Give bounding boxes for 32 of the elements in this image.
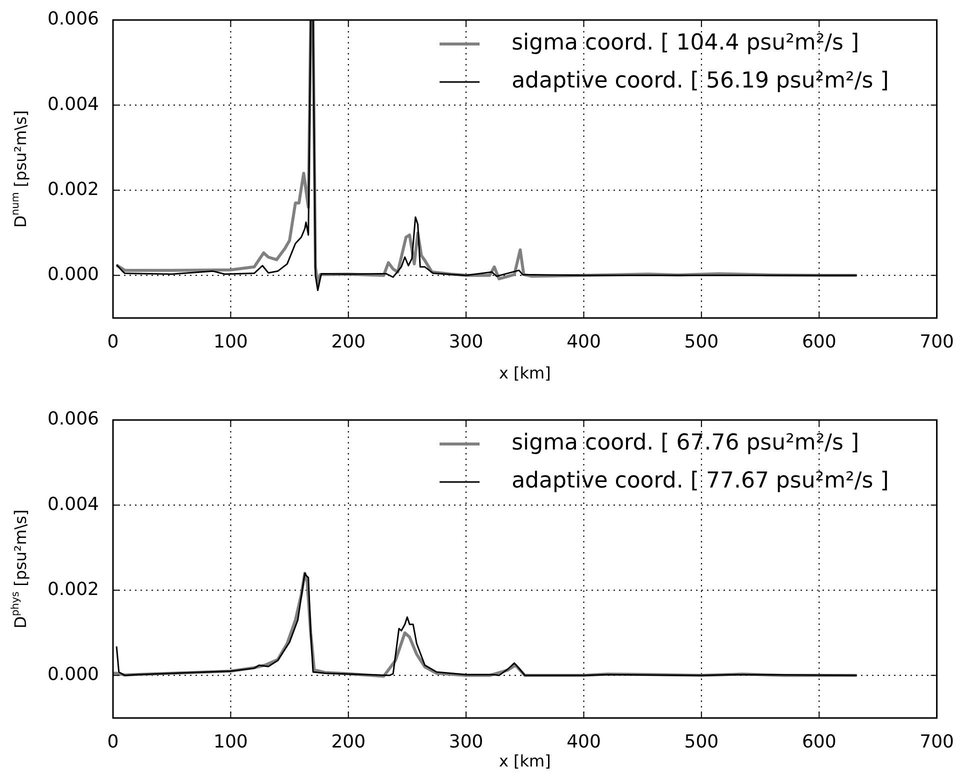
x-tick-label: 200 bbox=[331, 731, 366, 752]
y-tick-label: 0.004 bbox=[47, 94, 99, 115]
x-tick-label: 0 bbox=[107, 331, 119, 352]
y-tick-label: 0.000 bbox=[47, 264, 99, 286]
x-tick-label: 500 bbox=[684, 331, 719, 352]
legend-label: adaptive coord. [ 77.67 psu²m²/s ] bbox=[512, 468, 889, 494]
y-tick-label: 0.002 bbox=[47, 178, 99, 200]
legend-label: adaptive coord. [ 56.19 psu²m²/s ] bbox=[512, 68, 889, 94]
x-tick-label: 700 bbox=[920, 731, 954, 752]
y-axis-title: Dnum [psu²m\s] bbox=[9, 110, 30, 228]
x-axis-title: x [km] bbox=[498, 364, 551, 383]
x-axis-title: x [km] bbox=[498, 752, 551, 771]
x-tick-label: 500 bbox=[684, 731, 719, 752]
y-tick-label: 0.006 bbox=[47, 408, 99, 430]
y-axis-title: Dphys [psu²m\s] bbox=[9, 509, 30, 628]
x-tick-label: 300 bbox=[448, 331, 484, 352]
x-tick-label: 400 bbox=[566, 731, 601, 752]
x-tick-label: 100 bbox=[214, 731, 248, 752]
y-tick-label: 0.002 bbox=[47, 578, 99, 600]
x-tick-label: 300 bbox=[448, 731, 484, 752]
y-tick-label: 0.000 bbox=[47, 664, 99, 686]
x-tick-label: 100 bbox=[214, 331, 248, 352]
legend-label: sigma coord. [ 67.76 psu²m²/s ] bbox=[512, 430, 860, 456]
x-tick-label: 400 bbox=[566, 331, 601, 352]
x-tick-label: 600 bbox=[802, 331, 836, 352]
y-tick-label: 0.006 bbox=[47, 8, 99, 30]
x-tick-label: 600 bbox=[802, 731, 836, 752]
x-tick-label: 200 bbox=[331, 331, 366, 352]
y-tick-label: 0.004 bbox=[47, 494, 99, 515]
legend-label: sigma coord. [ 104.4 psu²m²/s ] bbox=[512, 30, 860, 56]
x-tick-label: 700 bbox=[920, 331, 954, 352]
x-tick-label: 0 bbox=[107, 731, 119, 752]
